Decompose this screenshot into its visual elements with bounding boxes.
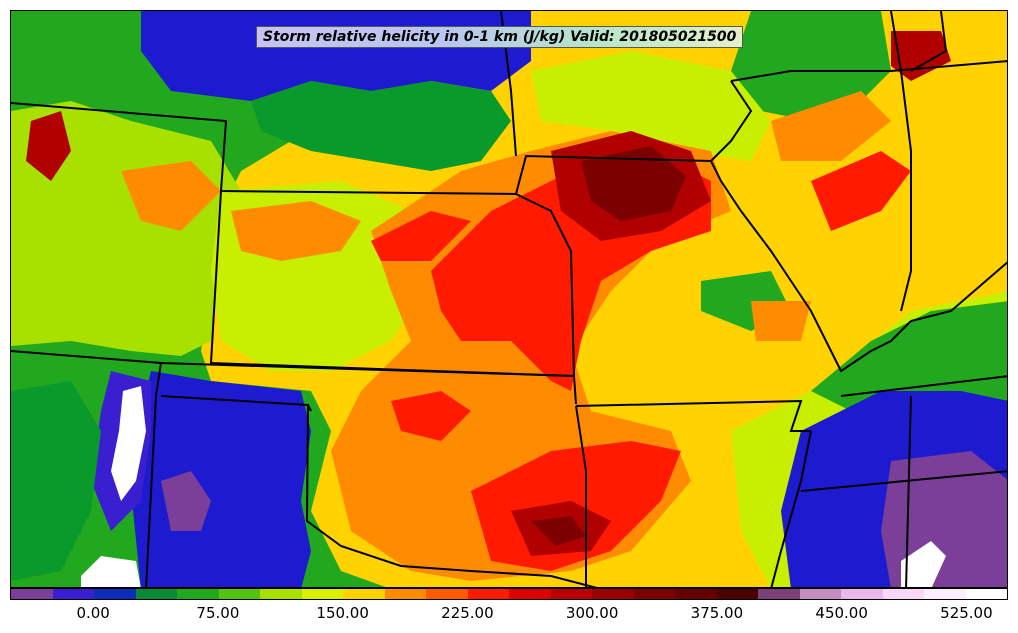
colorbar-swatch [260, 589, 302, 599]
field-orange-ne-streak [771, 91, 891, 161]
colorbar-swatch [218, 589, 260, 599]
colorbar-tick-label: 0.00 [76, 604, 110, 622]
map-title: Storm relative helicity in 0-1 km (J/kg)… [256, 26, 744, 48]
field-orange-central-west [231, 201, 361, 261]
colorbar-tick-label: 375.00 [690, 604, 744, 622]
colorbar-swatch [965, 589, 1007, 599]
border-il-east [890, 11, 912, 312]
field-orange-east-mid [751, 301, 811, 341]
field-purple-southwest [161, 471, 211, 531]
border-mississippi [770, 430, 812, 587]
colorbar-swatch [550, 589, 592, 599]
field-orange-west-blob [121, 161, 221, 231]
field-darkred-ne-corner [891, 31, 951, 81]
colorbar-swatch [11, 589, 53, 599]
colorbar-swatch [675, 589, 717, 599]
border-mo-east [710, 160, 912, 373]
colorbar-swatch [343, 589, 385, 599]
colorbar-swatch [592, 589, 634, 599]
border-ok-tx-east [307, 404, 312, 412]
border-nm-tx [145, 362, 162, 587]
colorbar-tick-label: 150.00 [316, 604, 369, 622]
colorbar-tick-label: 225.00 [441, 604, 494, 622]
border-ms-al [905, 395, 912, 587]
field-blue-southwest [131, 371, 311, 587]
border-ia-il [710, 80, 753, 162]
field-darkred-south-core [531, 516, 586, 546]
helicity-contour-map [11, 11, 1007, 587]
colorbar-tick-label: 75.00 [196, 604, 240, 622]
field-darkred-west-colorado [26, 111, 71, 181]
field-lightgreen-northeast [531, 51, 771, 161]
field-white-west [111, 386, 146, 501]
colorbar-swatch [716, 589, 758, 599]
colorbar-swatch [301, 589, 343, 599]
border-wy-co [11, 102, 712, 196]
colorbar-swatch [94, 589, 136, 599]
colorbar-swatch [509, 589, 551, 599]
colorbar-swatch [177, 589, 219, 599]
colorbar-swatch [799, 589, 841, 599]
border-ms-north [800, 470, 1007, 492]
field-green-northeast [731, 11, 891, 121]
border-in-ky [910, 261, 1007, 322]
colorbar-swatch [384, 589, 426, 599]
border-mo-west [515, 193, 575, 377]
field-green-north [251, 81, 511, 171]
colorbar-tick-label: 525.00 [940, 604, 993, 622]
border-ar-north [575, 399, 811, 432]
helicity-map: Storm relative helicity in 0-1 km (J/kg)… [10, 10, 1008, 588]
field-green-east [811, 301, 1007, 411]
colorbar-swatch [135, 589, 177, 599]
border-ar-east [575, 405, 587, 587]
border-tn [840, 375, 1007, 397]
field-red-kansas-streak [371, 211, 471, 261]
field-darkred-core [581, 146, 686, 221]
colorbar-swatch [52, 589, 94, 599]
field-white-southwest [81, 556, 141, 587]
colorbar-tick-label: 450.00 [815, 604, 868, 622]
colorbar-swatch [882, 589, 924, 599]
field-green-sw-corner [11, 381, 101, 581]
border-ok-north [11, 350, 577, 405]
border-lake-michigan [910, 11, 948, 72]
field-red-south-mid [391, 391, 471, 441]
field-red-ne-streak [811, 151, 911, 231]
border-wi-il [730, 60, 1007, 82]
colorbar-swatch [841, 589, 883, 599]
colorbar-swatch [758, 589, 800, 599]
colorbar [10, 588, 1008, 600]
state-borders [11, 11, 1007, 587]
colorbar-swatch [467, 589, 509, 599]
field-white-southeast [901, 541, 946, 587]
colorbar-swatch [633, 589, 675, 599]
colorbar-tick-labels: 0.00 75.00 150.00 225.00 300.00 375.00 450.00 5… [0, 601, 1018, 631]
colorbar-tick-label: 300.00 [565, 604, 619, 622]
colorbar-swatch [924, 589, 966, 599]
border-tx-panhandle [160, 395, 598, 587]
field-purple-southeast [881, 451, 1007, 587]
colorbar-swatch [426, 589, 468, 599]
